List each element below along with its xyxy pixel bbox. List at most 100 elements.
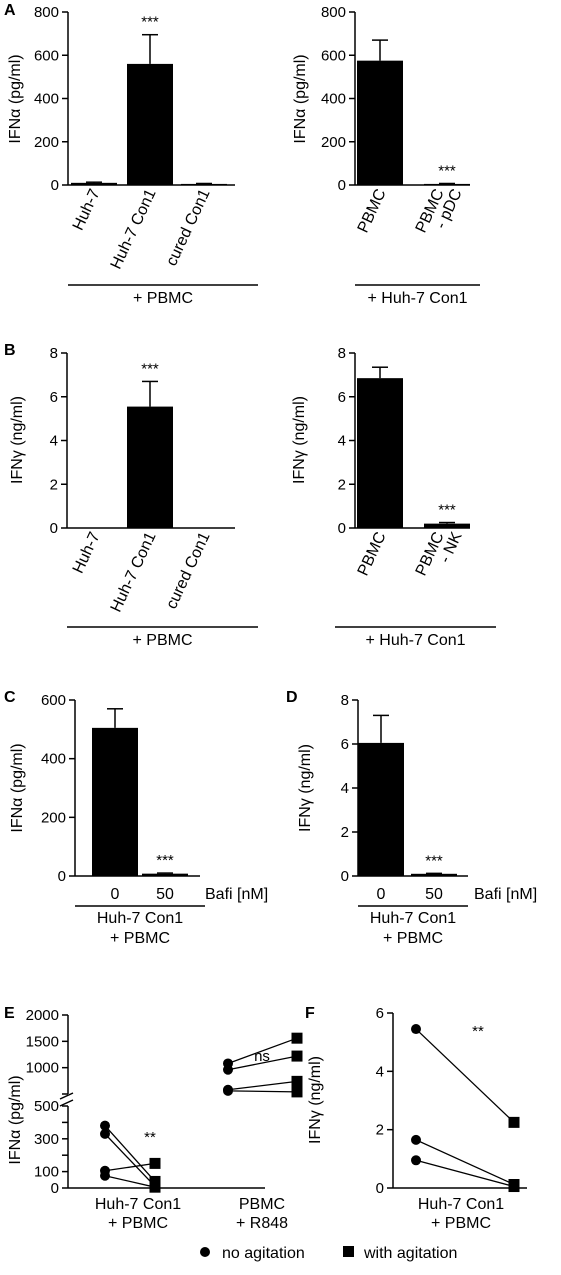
category-label: PBMC (355, 530, 390, 579)
group-label: Huh-7 Con1 (370, 910, 456, 927)
group-label: + PBMC (431, 1215, 491, 1232)
category-label: 0 (377, 886, 386, 903)
category-label: PBMC (355, 187, 390, 236)
category-label: Huh-7 (70, 186, 104, 233)
point-with-agitation (149, 1181, 161, 1193)
y-tick-label: 0 (51, 1180, 59, 1197)
point-no-agitation (223, 1085, 233, 1096)
group-label: + Huh-7 Con1 (367, 290, 467, 307)
axis-break-mark (59, 1099, 74, 1107)
y-tick-label: 0 (376, 1180, 384, 1197)
y-tick-label: 2 (50, 476, 58, 493)
bar (71, 182, 117, 185)
group-label: Huh-7 Con1 (95, 1196, 181, 1213)
group-label: PBMC (239, 1196, 285, 1213)
significance-label: *** (438, 502, 456, 519)
point-no-agitation (411, 1024, 421, 1035)
panel-letter-B: B (4, 342, 16, 359)
y-tick-label: 800 (321, 4, 346, 21)
y-tick-label: 800 (34, 4, 59, 21)
y-axis-label: IFNγ (ng/ml) (291, 396, 308, 484)
y-tick-label: 200 (34, 134, 59, 151)
y-tick-label: 500 (34, 1098, 59, 1115)
point-no-agitation (100, 1120, 110, 1131)
bar (142, 873, 188, 876)
bar (424, 523, 470, 528)
y-tick-label: 400 (321, 91, 346, 108)
bar (357, 378, 403, 528)
significance-label: ** (144, 1129, 156, 1146)
y-tick-label: 2 (341, 824, 349, 841)
group-label: + PBMC (132, 632, 192, 649)
category-label: cured Con1 (163, 186, 213, 268)
bar (424, 183, 470, 186)
group-label: + PBMC (110, 930, 170, 947)
y-tick-label: 6 (50, 389, 58, 406)
paired-line (415, 1139, 515, 1186)
point-with-agitation (508, 1116, 520, 1128)
y-axis-label: IFNα (pg/ml) (7, 54, 24, 143)
point-with-agitation (508, 1181, 520, 1193)
group-label: + PBMC (383, 930, 443, 947)
group-label: + R848 (236, 1215, 288, 1232)
significance-label: *** (438, 162, 456, 179)
y-tick-label: 4 (50, 433, 58, 450)
axis-note: Bafi [nM] (205, 886, 268, 903)
category-label: 50 (425, 886, 443, 903)
y-tick-label: 6 (376, 1005, 384, 1022)
category-label: Huh-7 (70, 529, 104, 576)
y-tick-label: 0 (51, 177, 59, 194)
y-tick-label: 2000 (26, 1007, 59, 1024)
legend: no agitation with agitation (200, 1245, 457, 1262)
y-tick-label: 6 (338, 389, 346, 406)
group-label: + PBMC (133, 290, 193, 307)
y-tick-label: 4 (376, 1063, 384, 1080)
group-label: + PBMC (108, 1215, 168, 1232)
y-tick-label: 4 (338, 433, 346, 450)
group-label: Huh-7 Con1 (418, 1196, 504, 1213)
y-tick-label: 400 (34, 91, 59, 108)
point-no-agitation (100, 1170, 110, 1181)
point-no-agitation (100, 1128, 110, 1139)
y-axis-label: IFNα (pg/ml) (292, 54, 309, 143)
point-with-agitation (291, 1075, 303, 1087)
point-with-agitation (291, 1032, 303, 1044)
group-label: + Huh-7 Con1 (365, 632, 465, 649)
bar (92, 727, 138, 876)
paired-line (104, 1133, 156, 1187)
significance-label: *** (156, 852, 174, 869)
significance-label: *** (141, 360, 159, 377)
paired-line (415, 1159, 515, 1188)
y-tick-label: 400 (41, 751, 66, 768)
panel-letter-E: E (4, 1005, 15, 1022)
y-tick-label: 1000 (26, 1060, 59, 1077)
significance-label: *** (141, 14, 159, 31)
legend-label-no-agitation: no agitation (222, 1245, 305, 1262)
category-label: Huh-7 Con1 (108, 529, 160, 614)
significance-label: ** (472, 1023, 484, 1040)
paired-line (227, 1080, 298, 1091)
y-axis-label: IFNγ (ng/ml) (307, 1056, 324, 1144)
paired-line (227, 1055, 298, 1071)
point-no-agitation (411, 1134, 421, 1145)
panel-letter-D: D (286, 689, 298, 706)
y-axis-label: IFNα (pg/ml) (9, 743, 26, 832)
bar (127, 63, 173, 185)
group-label: Huh-7 Con1 (97, 910, 183, 927)
y-tick-label: 200 (41, 809, 66, 826)
significance-label: *** (425, 852, 443, 869)
significance-label: ns (254, 1048, 270, 1065)
y-tick-label: 100 (34, 1164, 59, 1181)
point-with-agitation (291, 1050, 303, 1062)
y-tick-label: 0 (58, 868, 66, 885)
axis-break-mark (59, 1092, 74, 1100)
y-tick-label: 300 (34, 1131, 59, 1148)
paired-line (104, 1162, 156, 1172)
point-no-agitation (411, 1155, 421, 1166)
legend-square-marker (343, 1246, 354, 1257)
y-axis-label: IFNγ (ng/ml) (297, 744, 314, 832)
y-tick-label: 0 (341, 868, 349, 885)
paired-line (227, 1090, 298, 1093)
y-axis-label: IFNγ (ng/ml) (9, 396, 26, 484)
y-tick-label: 0 (338, 520, 346, 537)
